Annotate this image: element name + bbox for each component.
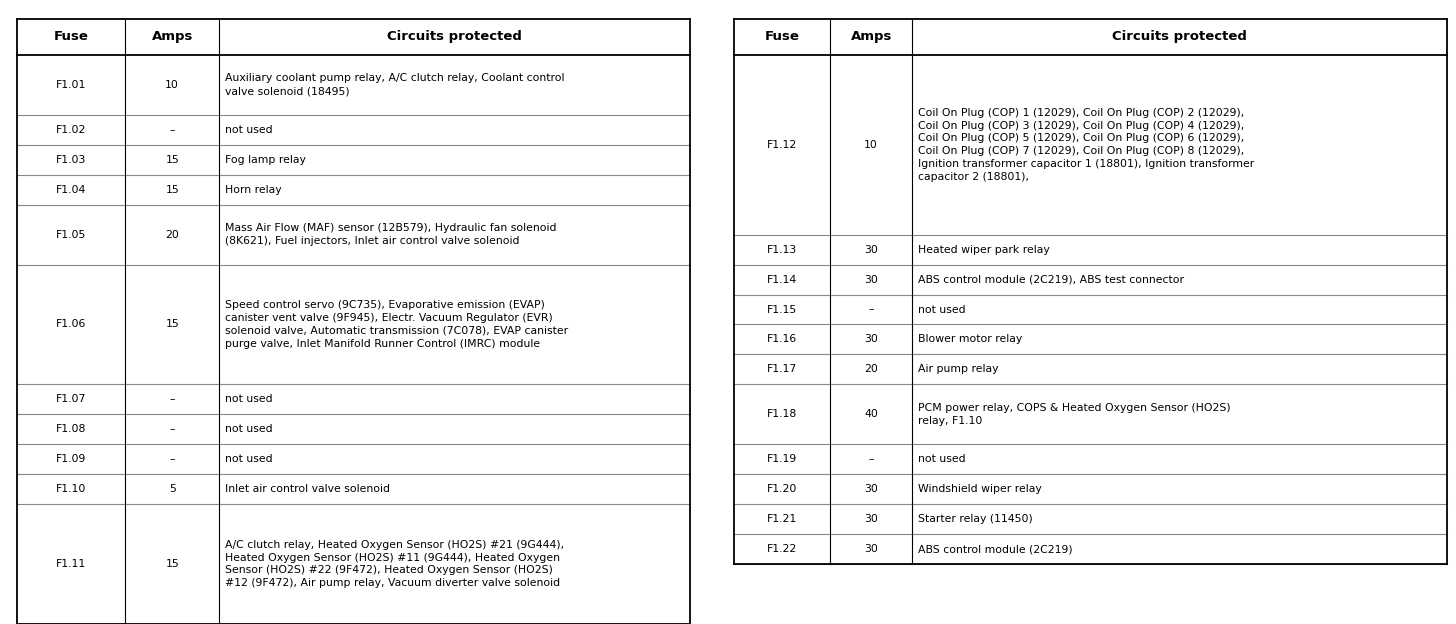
- Text: –: –: [169, 454, 175, 464]
- Text: Fuse: Fuse: [764, 31, 799, 43]
- Text: ABS control module (2C219), ABS test connector: ABS control module (2C219), ABS test con…: [917, 275, 1184, 285]
- Text: F1.17: F1.17: [767, 364, 796, 374]
- Text: Heated wiper park relay: Heated wiper park relay: [917, 245, 1050, 255]
- Text: Speed control servo (9C735), Evaporative emission (EVAP)
canister vent valve (9F: Speed control servo (9C735), Evaporative…: [224, 300, 568, 349]
- Text: 10: 10: [165, 80, 179, 90]
- Text: Windshield wiper relay: Windshield wiper relay: [917, 484, 1041, 494]
- Text: Auxiliary coolant pump relay, A/C clutch relay, Coolant control
valve solenoid (: Auxiliary coolant pump relay, A/C clutch…: [224, 74, 563, 96]
- Text: F1.06: F1.06: [57, 319, 86, 329]
- Text: F1.08: F1.08: [57, 424, 86, 434]
- Text: Circuits protected: Circuits protected: [387, 31, 523, 43]
- Text: Inlet air control valve solenoid: Inlet air control valve solenoid: [224, 484, 390, 494]
- Text: 30: 30: [865, 514, 878, 524]
- Text: F1.10: F1.10: [57, 484, 86, 494]
- Text: 15: 15: [166, 155, 179, 165]
- Text: not used: not used: [917, 454, 965, 464]
- Text: –: –: [169, 424, 175, 434]
- Text: F1.05: F1.05: [57, 230, 86, 240]
- Bar: [734, 19, 1447, 564]
- Text: F1.21: F1.21: [767, 514, 796, 524]
- Text: F1.03: F1.03: [57, 155, 86, 165]
- Text: 10: 10: [865, 140, 878, 150]
- Text: Fuse: Fuse: [54, 31, 89, 43]
- Text: 15: 15: [166, 559, 179, 569]
- Text: PCM power relay, COPS & Heated Oxygen Sensor (HO2S)
relay, F1.10: PCM power relay, COPS & Heated Oxygen Se…: [917, 403, 1230, 426]
- Text: F1.07: F1.07: [57, 394, 86, 404]
- Text: –: –: [169, 125, 175, 135]
- Text: Air pump relay: Air pump relay: [917, 364, 999, 374]
- Text: F1.20: F1.20: [767, 484, 798, 494]
- Text: A/C clutch relay, Heated Oxygen Sensor (HO2S) #21 (9G444),
Heated Oxygen Sensor : A/C clutch relay, Heated Oxygen Sensor (…: [224, 540, 563, 588]
- Text: 40: 40: [865, 409, 878, 419]
- Text: 15: 15: [166, 185, 179, 195]
- Text: 30: 30: [865, 275, 878, 285]
- Bar: [17, 19, 690, 624]
- Text: Starter relay (11450): Starter relay (11450): [917, 514, 1032, 524]
- Text: F1.13: F1.13: [767, 245, 796, 255]
- Text: 30: 30: [865, 544, 878, 554]
- Text: F1.15: F1.15: [767, 305, 796, 314]
- Text: 30: 30: [865, 484, 878, 494]
- Text: F1.18: F1.18: [767, 409, 796, 419]
- Text: Circuits protected: Circuits protected: [1112, 31, 1248, 43]
- Text: 15: 15: [166, 319, 179, 329]
- Text: not used: not used: [224, 424, 272, 434]
- Text: F1.12: F1.12: [767, 140, 796, 150]
- Text: not used: not used: [917, 305, 965, 314]
- Text: 20: 20: [165, 230, 179, 240]
- Text: Amps: Amps: [850, 31, 893, 43]
- Text: –: –: [868, 454, 874, 464]
- Text: –: –: [169, 394, 175, 404]
- Text: 5: 5: [169, 484, 176, 494]
- Text: F1.14: F1.14: [767, 275, 796, 285]
- Text: 20: 20: [865, 364, 878, 374]
- Text: Fog lamp relay: Fog lamp relay: [224, 155, 306, 165]
- Text: not used: not used: [224, 125, 272, 135]
- Text: F1.04: F1.04: [57, 185, 86, 195]
- Text: Amps: Amps: [151, 31, 192, 43]
- Text: 30: 30: [865, 245, 878, 255]
- Text: –: –: [868, 305, 874, 314]
- Text: F1.01: F1.01: [57, 80, 86, 90]
- Text: ABS control module (2C219): ABS control module (2C219): [917, 544, 1073, 554]
- Text: not used: not used: [224, 394, 272, 404]
- Text: F1.19: F1.19: [767, 454, 796, 464]
- Text: F1.11: F1.11: [57, 559, 86, 569]
- Text: F1.02: F1.02: [57, 125, 86, 135]
- Text: Coil On Plug (COP) 1 (12029), Coil On Plug (COP) 2 (12029),
Coil On Plug (COP) 3: Coil On Plug (COP) 1 (12029), Coil On Pl…: [917, 108, 1254, 182]
- Text: F1.16: F1.16: [767, 334, 796, 344]
- Text: Mass Air Flow (MAF) sensor (12B579), Hydraulic fan solenoid
(8K621), Fuel inject: Mass Air Flow (MAF) sensor (12B579), Hyd…: [224, 223, 556, 246]
- Text: F1.09: F1.09: [57, 454, 86, 464]
- Text: 30: 30: [865, 334, 878, 344]
- Text: F1.22: F1.22: [767, 544, 796, 554]
- Text: Blower motor relay: Blower motor relay: [917, 334, 1022, 344]
- Text: Horn relay: Horn relay: [224, 185, 281, 195]
- Text: not used: not used: [224, 454, 272, 464]
